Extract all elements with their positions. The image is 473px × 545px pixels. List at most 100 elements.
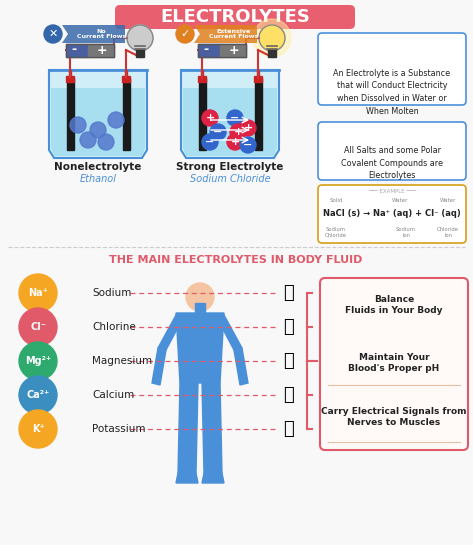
- FancyBboxPatch shape: [115, 5, 355, 29]
- Circle shape: [19, 410, 57, 448]
- Text: THE MAIN ELECTROLYTES IN BODY FLUID: THE MAIN ELECTROLYTES IN BODY FLUID: [109, 255, 363, 265]
- Text: Magnesium: Magnesium: [92, 356, 152, 366]
- Bar: [66, 44, 88, 57]
- Bar: [219, 44, 246, 57]
- FancyBboxPatch shape: [318, 122, 466, 180]
- Bar: [254, 78, 262, 150]
- Text: -: -: [203, 44, 208, 57]
- Bar: [254, 76, 262, 82]
- Text: +: +: [244, 123, 253, 133]
- Bar: [257, 70, 259, 78]
- Circle shape: [240, 137, 256, 153]
- Text: -: -: [71, 44, 76, 57]
- Circle shape: [259, 25, 285, 51]
- Text: Sodium
Chloride: Sodium Chloride: [325, 227, 347, 238]
- Text: Sodium Chloride: Sodium Chloride: [190, 174, 270, 184]
- Text: 🥬: 🥬: [283, 352, 293, 370]
- Circle shape: [253, 19, 291, 57]
- Text: Maintain Your
Blood's Proper pH: Maintain Your Blood's Proper pH: [349, 353, 439, 373]
- Text: No
Current Flows: No Current Flows: [77, 28, 126, 39]
- Text: +: +: [229, 44, 239, 57]
- Circle shape: [227, 134, 243, 150]
- Bar: [199, 78, 205, 150]
- Polygon shape: [62, 25, 125, 43]
- FancyBboxPatch shape: [318, 185, 466, 243]
- Bar: [198, 76, 206, 82]
- Polygon shape: [202, 473, 224, 483]
- Circle shape: [176, 25, 194, 43]
- Text: Na⁺: Na⁺: [28, 288, 48, 298]
- Text: Chlorine: Chlorine: [92, 322, 136, 332]
- Bar: [268, 50, 276, 57]
- Bar: [125, 70, 127, 78]
- Bar: [201, 70, 203, 78]
- Bar: [88, 44, 114, 57]
- Bar: [195, 303, 205, 313]
- Circle shape: [19, 308, 57, 346]
- Bar: [66, 44, 114, 57]
- Text: Sodium
Ion: Sodium Ion: [396, 227, 416, 238]
- Polygon shape: [194, 25, 257, 43]
- Text: Ethanol: Ethanol: [79, 174, 116, 184]
- Polygon shape: [178, 383, 198, 473]
- Polygon shape: [158, 315, 183, 350]
- Circle shape: [210, 124, 226, 140]
- Circle shape: [186, 283, 214, 311]
- Polygon shape: [176, 313, 224, 383]
- FancyBboxPatch shape: [318, 33, 466, 105]
- Circle shape: [19, 274, 57, 312]
- Circle shape: [127, 25, 153, 51]
- Text: Solid: Solid: [329, 198, 342, 203]
- Bar: [122, 76, 130, 82]
- Text: Carry Electrical Signals from
Nerves to Muscles: Carry Electrical Signals from Nerves to …: [321, 407, 467, 427]
- Text: K⁺: K⁺: [32, 424, 44, 434]
- Text: All Salts and some Polar
Covalent Compounds are
Electrolytes: All Salts and some Polar Covalent Compou…: [341, 146, 443, 180]
- Circle shape: [19, 376, 57, 414]
- FancyBboxPatch shape: [320, 278, 468, 450]
- Polygon shape: [51, 88, 145, 156]
- Text: Ca²⁺: Ca²⁺: [26, 390, 50, 400]
- Circle shape: [108, 112, 124, 128]
- Text: Strong Electrolyte: Strong Electrolyte: [176, 162, 284, 172]
- Circle shape: [80, 132, 96, 148]
- Text: Nonelectrolyte: Nonelectrolyte: [54, 162, 142, 172]
- Circle shape: [202, 110, 218, 126]
- Polygon shape: [183, 88, 277, 156]
- Circle shape: [202, 134, 218, 150]
- Text: NaCl (s) → Na⁺ (aq) + Cl⁻ (aq): NaCl (s) → Na⁺ (aq) + Cl⁻ (aq): [323, 209, 461, 218]
- Text: −: −: [213, 127, 223, 137]
- Circle shape: [230, 124, 246, 140]
- Text: Chloride
Ion: Chloride Ion: [437, 227, 459, 238]
- Polygon shape: [49, 70, 147, 158]
- Text: 🥛: 🥛: [283, 386, 293, 404]
- Bar: [66, 76, 74, 82]
- Text: +: +: [97, 44, 107, 57]
- Bar: [69, 70, 71, 78]
- Circle shape: [90, 122, 106, 138]
- Text: Balance
Fluids in Your Body: Balance Fluids in Your Body: [345, 295, 443, 316]
- Text: −: −: [243, 140, 253, 150]
- Text: Water: Water: [392, 198, 408, 203]
- Polygon shape: [176, 473, 198, 483]
- Text: 🍌: 🍌: [283, 420, 293, 438]
- Circle shape: [19, 342, 57, 380]
- Bar: [123, 78, 130, 150]
- Text: Water: Water: [440, 198, 456, 203]
- Text: +: +: [205, 113, 215, 123]
- Text: Potassium: Potassium: [92, 424, 146, 434]
- Text: ─── EXAMPLE ───: ─── EXAMPLE ───: [368, 189, 416, 194]
- Text: −: −: [230, 113, 240, 123]
- Text: Cl⁻: Cl⁻: [30, 322, 46, 332]
- Bar: [67, 78, 73, 150]
- Circle shape: [44, 25, 62, 43]
- Polygon shape: [217, 315, 242, 350]
- Text: −: −: [205, 137, 215, 147]
- Text: ✓: ✓: [180, 29, 190, 39]
- Text: Sodium: Sodium: [92, 288, 131, 298]
- Circle shape: [98, 134, 114, 150]
- Bar: [136, 50, 144, 57]
- Text: ✕: ✕: [48, 29, 58, 39]
- Circle shape: [70, 117, 86, 133]
- Text: 🍅: 🍅: [283, 318, 293, 336]
- Text: ELECTROLYTES: ELECTROLYTES: [160, 8, 310, 26]
